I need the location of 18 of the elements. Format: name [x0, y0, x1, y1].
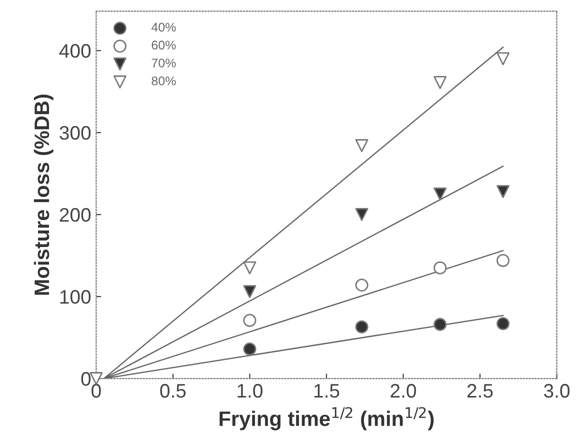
x-tick-label: 3.0: [544, 384, 570, 398]
legend-label: 70%: [152, 58, 176, 68]
legend-label: 80%: [152, 76, 176, 86]
legend-label: 60%: [152, 40, 176, 50]
x-tick-label: 2.5: [467, 384, 493, 398]
y-axis-title: Moisture loss (%DB): [34, 94, 54, 295]
x-tick-label: 1.5: [314, 384, 340, 398]
y-tick-label: 0: [81, 372, 91, 386]
y-tick-label: 200: [60, 208, 91, 222]
y-tick-label: 300: [60, 126, 91, 140]
legend-label: 40%: [151, 22, 176, 32]
x-axis-title: Frying time$^{1/2}$ (min$^{1/2}$): [220, 407, 434, 430]
y-tick-label: 400: [59, 44, 91, 58]
x-tick-label: 2.0: [390, 384, 416, 398]
x-tick-label: 0: [92, 384, 101, 398]
x-tick-label: 1.0: [238, 384, 262, 398]
y-tick-label: 100: [60, 290, 91, 304]
x-tick-label: 0.5: [160, 384, 186, 398]
